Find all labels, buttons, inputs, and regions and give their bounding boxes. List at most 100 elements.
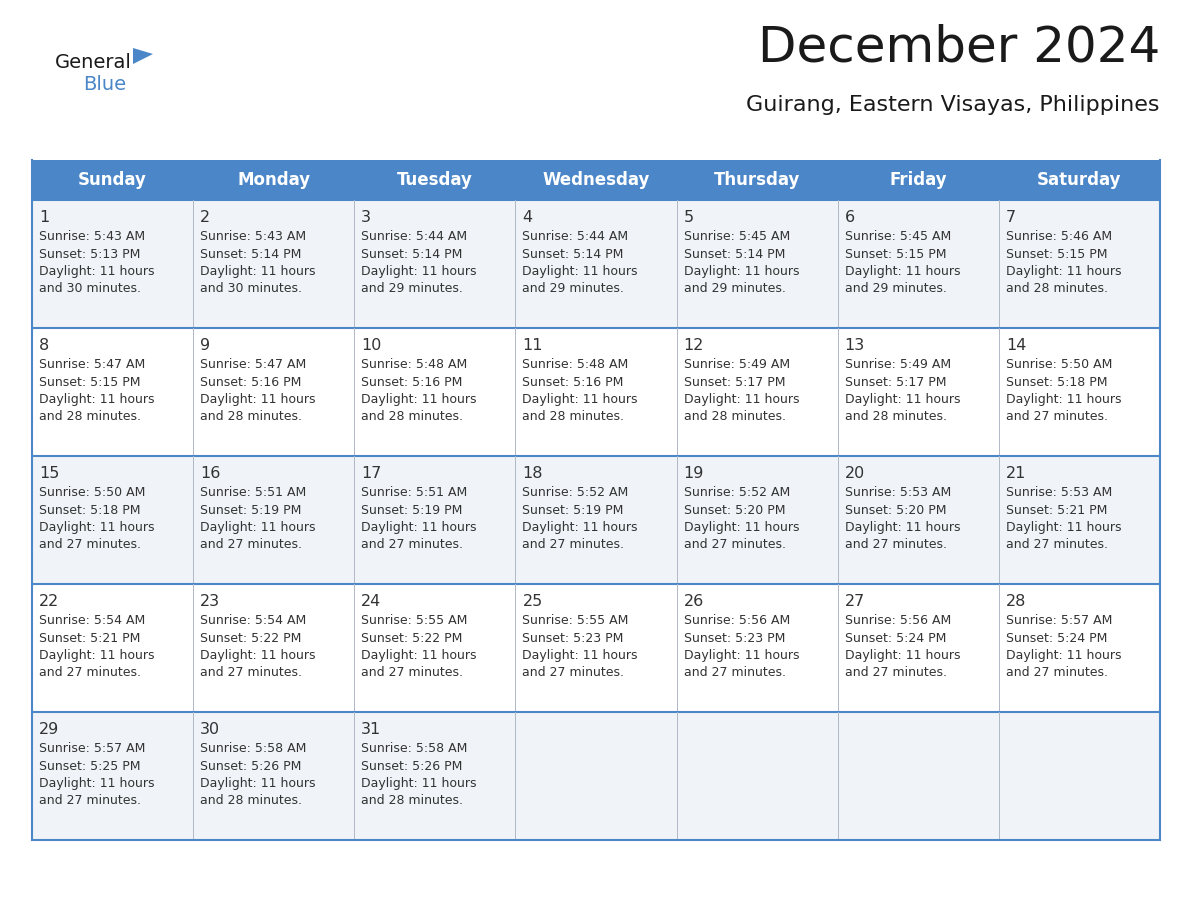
- Text: 24: 24: [361, 594, 381, 609]
- Text: and 28 minutes.: and 28 minutes.: [683, 410, 785, 423]
- Text: Sunset: 5:14 PM: Sunset: 5:14 PM: [523, 248, 624, 261]
- Text: Sunrise: 5:53 AM: Sunrise: 5:53 AM: [845, 486, 950, 499]
- Text: Sunrise: 5:51 AM: Sunrise: 5:51 AM: [200, 486, 307, 499]
- Bar: [32, 200, 1159, 328]
- Bar: [32, 328, 1159, 456]
- Text: Daylight: 11 hours: Daylight: 11 hours: [683, 649, 800, 662]
- Text: and 27 minutes.: and 27 minutes.: [523, 666, 625, 679]
- Text: and 29 minutes.: and 29 minutes.: [361, 283, 463, 296]
- Text: and 27 minutes.: and 27 minutes.: [1006, 666, 1108, 679]
- Text: 16: 16: [200, 466, 221, 481]
- Bar: [32, 160, 1159, 200]
- Text: Daylight: 11 hours: Daylight: 11 hours: [200, 649, 316, 662]
- Text: 21: 21: [1006, 466, 1026, 481]
- Text: Sunset: 5:22 PM: Sunset: 5:22 PM: [361, 632, 462, 644]
- Text: Sunset: 5:14 PM: Sunset: 5:14 PM: [200, 248, 302, 261]
- Text: and 27 minutes.: and 27 minutes.: [200, 539, 302, 552]
- Text: Sunset: 5:15 PM: Sunset: 5:15 PM: [1006, 248, 1107, 261]
- Text: Sunrise: 5:51 AM: Sunrise: 5:51 AM: [361, 486, 468, 499]
- Text: and 27 minutes.: and 27 minutes.: [200, 666, 302, 679]
- Text: Daylight: 11 hours: Daylight: 11 hours: [361, 777, 476, 790]
- Text: Sunrise: 5:52 AM: Sunrise: 5:52 AM: [523, 486, 628, 499]
- Text: Sunset: 5:19 PM: Sunset: 5:19 PM: [523, 503, 624, 517]
- Text: and 27 minutes.: and 27 minutes.: [1006, 539, 1108, 552]
- Text: Sunrise: 5:52 AM: Sunrise: 5:52 AM: [683, 486, 790, 499]
- Text: Daylight: 11 hours: Daylight: 11 hours: [200, 521, 316, 534]
- Text: Sunrise: 5:48 AM: Sunrise: 5:48 AM: [523, 358, 628, 371]
- Text: Sunrise: 5:44 AM: Sunrise: 5:44 AM: [361, 230, 467, 243]
- Text: Daylight: 11 hours: Daylight: 11 hours: [39, 393, 154, 406]
- Text: Daylight: 11 hours: Daylight: 11 hours: [39, 521, 154, 534]
- Text: Sunset: 5:14 PM: Sunset: 5:14 PM: [361, 248, 462, 261]
- Text: Sunset: 5:26 PM: Sunset: 5:26 PM: [200, 759, 302, 773]
- Bar: [32, 456, 1159, 584]
- Text: Daylight: 11 hours: Daylight: 11 hours: [39, 777, 154, 790]
- Text: 26: 26: [683, 594, 703, 609]
- Text: Sunset: 5:20 PM: Sunset: 5:20 PM: [683, 503, 785, 517]
- Text: and 29 minutes.: and 29 minutes.: [845, 283, 947, 296]
- Text: 15: 15: [39, 466, 59, 481]
- Text: Sunset: 5:23 PM: Sunset: 5:23 PM: [523, 632, 624, 644]
- Text: Sunset: 5:21 PM: Sunset: 5:21 PM: [1006, 503, 1107, 517]
- Text: Sunset: 5:16 PM: Sunset: 5:16 PM: [361, 375, 462, 388]
- Text: Daylight: 11 hours: Daylight: 11 hours: [523, 265, 638, 278]
- Text: and 27 minutes.: and 27 minutes.: [523, 539, 625, 552]
- Text: Sunset: 5:21 PM: Sunset: 5:21 PM: [39, 632, 140, 644]
- Text: Sunset: 5:16 PM: Sunset: 5:16 PM: [200, 375, 302, 388]
- Text: Daylight: 11 hours: Daylight: 11 hours: [39, 649, 154, 662]
- Text: and 27 minutes.: and 27 minutes.: [683, 539, 785, 552]
- Text: Daylight: 11 hours: Daylight: 11 hours: [39, 265, 154, 278]
- Text: Sunrise: 5:57 AM: Sunrise: 5:57 AM: [39, 742, 145, 755]
- Text: 23: 23: [200, 594, 220, 609]
- Text: Sunset: 5:26 PM: Sunset: 5:26 PM: [361, 759, 462, 773]
- Text: and 28 minutes.: and 28 minutes.: [361, 794, 463, 808]
- Text: and 27 minutes.: and 27 minutes.: [845, 666, 947, 679]
- Text: Sunset: 5:17 PM: Sunset: 5:17 PM: [683, 375, 785, 388]
- Text: Sunrise: 5:54 AM: Sunrise: 5:54 AM: [200, 614, 307, 627]
- Text: Sunrise: 5:46 AM: Sunrise: 5:46 AM: [1006, 230, 1112, 243]
- Text: Saturday: Saturday: [1037, 171, 1121, 189]
- Text: and 28 minutes.: and 28 minutes.: [845, 410, 947, 423]
- Text: and 28 minutes.: and 28 minutes.: [361, 410, 463, 423]
- Text: Sunrise: 5:48 AM: Sunrise: 5:48 AM: [361, 358, 468, 371]
- Text: 2: 2: [200, 210, 210, 225]
- Text: Sunset: 5:24 PM: Sunset: 5:24 PM: [1006, 632, 1107, 644]
- Text: Daylight: 11 hours: Daylight: 11 hours: [200, 393, 316, 406]
- Text: 31: 31: [361, 722, 381, 737]
- Text: Daylight: 11 hours: Daylight: 11 hours: [361, 521, 476, 534]
- Text: 5: 5: [683, 210, 694, 225]
- Text: 27: 27: [845, 594, 865, 609]
- Text: Sunrise: 5:56 AM: Sunrise: 5:56 AM: [845, 614, 950, 627]
- Text: 20: 20: [845, 466, 865, 481]
- Text: Daylight: 11 hours: Daylight: 11 hours: [683, 521, 800, 534]
- Text: and 27 minutes.: and 27 minutes.: [1006, 410, 1108, 423]
- Text: Friday: Friday: [890, 171, 947, 189]
- Text: Sunrise: 5:55 AM: Sunrise: 5:55 AM: [361, 614, 468, 627]
- Text: Daylight: 11 hours: Daylight: 11 hours: [200, 265, 316, 278]
- Text: 6: 6: [845, 210, 855, 225]
- Text: Sunset: 5:18 PM: Sunset: 5:18 PM: [39, 503, 140, 517]
- Text: Sunrise: 5:43 AM: Sunrise: 5:43 AM: [39, 230, 145, 243]
- Text: Blue: Blue: [83, 74, 126, 94]
- Text: Sunset: 5:19 PM: Sunset: 5:19 PM: [200, 503, 302, 517]
- Text: Tuesday: Tuesday: [397, 171, 473, 189]
- Text: Daylight: 11 hours: Daylight: 11 hours: [845, 521, 960, 534]
- Text: 3: 3: [361, 210, 372, 225]
- Text: Sunrise: 5:49 AM: Sunrise: 5:49 AM: [845, 358, 950, 371]
- Text: Thursday: Thursday: [714, 171, 801, 189]
- Text: Daylight: 11 hours: Daylight: 11 hours: [845, 265, 960, 278]
- Text: Sunrise: 5:58 AM: Sunrise: 5:58 AM: [200, 742, 307, 755]
- Text: Sunrise: 5:47 AM: Sunrise: 5:47 AM: [39, 358, 145, 371]
- Text: and 29 minutes.: and 29 minutes.: [523, 283, 625, 296]
- Text: Sunrise: 5:53 AM: Sunrise: 5:53 AM: [1006, 486, 1112, 499]
- Text: December 2024: December 2024: [758, 24, 1159, 72]
- Text: and 29 minutes.: and 29 minutes.: [683, 283, 785, 296]
- Text: 29: 29: [39, 722, 59, 737]
- Bar: [32, 584, 1159, 712]
- Text: 18: 18: [523, 466, 543, 481]
- Text: and 27 minutes.: and 27 minutes.: [845, 539, 947, 552]
- Text: Daylight: 11 hours: Daylight: 11 hours: [523, 649, 638, 662]
- Text: 1: 1: [39, 210, 49, 225]
- Text: Sunset: 5:19 PM: Sunset: 5:19 PM: [361, 503, 462, 517]
- Text: Daylight: 11 hours: Daylight: 11 hours: [1006, 393, 1121, 406]
